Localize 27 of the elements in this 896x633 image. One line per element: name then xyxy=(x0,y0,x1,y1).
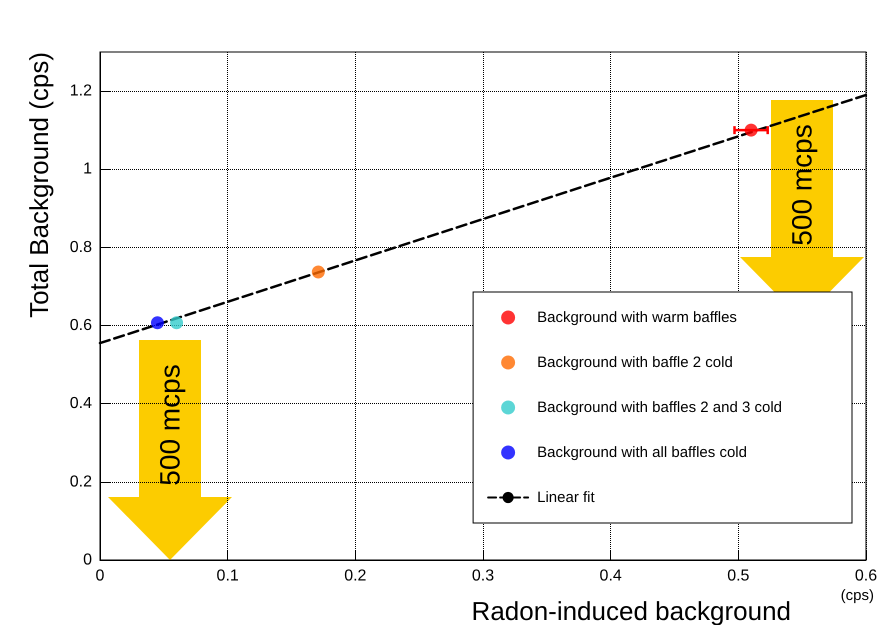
legend-label: Linear fit xyxy=(537,489,596,506)
text: (cps) xyxy=(840,587,874,604)
y-tick-label: 0.8 xyxy=(70,238,92,256)
y-tick-label: 0.6 xyxy=(70,317,92,334)
point xyxy=(150,316,164,330)
x-tick-label: 0.6 xyxy=(854,568,878,584)
annotation: 500 mcps xyxy=(786,124,818,246)
y-axis-title: Total Background (cps) xyxy=(24,52,54,318)
y-tick-label: 0 xyxy=(83,552,92,568)
x-tick-label: 0 xyxy=(96,568,105,584)
legend-label: Background with baffle 2 cold xyxy=(537,354,733,371)
x-tick-label: 0.1 xyxy=(216,568,239,584)
y-tick-label: 0.4 xyxy=(70,395,92,412)
legend-label: Background with warm baffles xyxy=(537,309,737,326)
point xyxy=(312,266,325,278)
y-tick-label: 0.2 xyxy=(70,473,92,490)
annotation: 500 mcps xyxy=(154,364,186,486)
x-tick-label: 0.4 xyxy=(600,568,622,584)
y-tick-label: 1.2 xyxy=(70,82,92,100)
legend-label: Background with all baffles cold xyxy=(537,444,747,461)
point xyxy=(170,316,184,330)
y-tick-label: 1 xyxy=(83,160,92,178)
x-tick-label: 0.3 xyxy=(472,568,494,584)
x-tick-label: 0.2 xyxy=(344,568,367,584)
x-tick-label: 0.5 xyxy=(727,568,750,584)
legend-label: Background with baffles 2 and 3 cold xyxy=(537,399,782,416)
point xyxy=(744,124,758,137)
